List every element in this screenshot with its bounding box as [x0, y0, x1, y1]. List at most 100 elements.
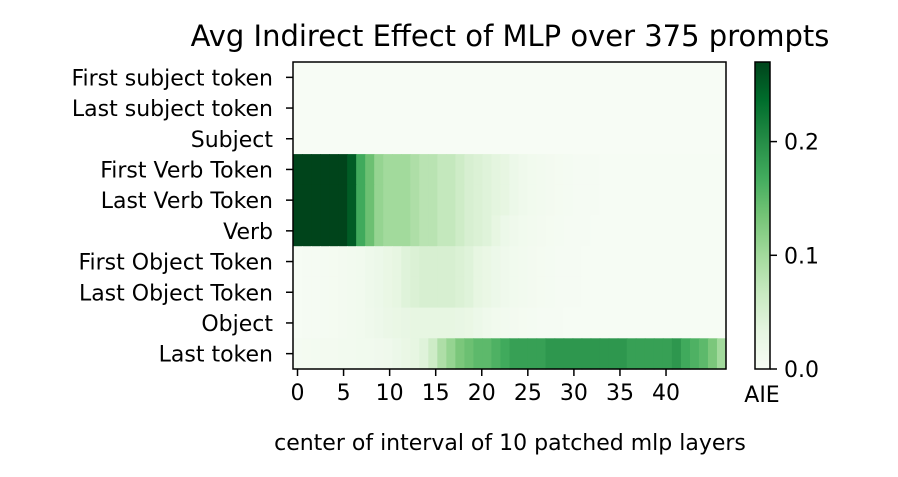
heatmap-cell: [302, 62, 312, 94]
heatmap-cell: [545, 92, 556, 124]
heatmap-cell: [698, 154, 709, 186]
heatmap-cell: [473, 307, 484, 339]
heatmap-cell: [518, 123, 529, 155]
heatmap-cell: [311, 307, 321, 339]
heatmap-cell: [311, 215, 321, 247]
heatmap-cell: [608, 215, 619, 247]
heatmap-cell: [311, 184, 321, 217]
heatmap-cell: [617, 307, 628, 339]
heatmap-cell: [374, 92, 384, 124]
heatmap-cell: [320, 338, 330, 370]
heatmap-cell: [680, 62, 691, 94]
heatmap-cell: [680, 276, 691, 309]
heatmap-cell: [563, 184, 574, 217]
heatmap-cell: [473, 246, 484, 278]
heatmap-cell: [518, 92, 529, 124]
heatmap-cell: [599, 338, 610, 370]
heatmap-cell: [509, 246, 520, 278]
heatmap-cell: [392, 92, 402, 124]
heatmap-cell: [356, 276, 366, 309]
heatmap-cell: [482, 276, 493, 309]
heatmap-cell: [581, 276, 592, 309]
heatmap-cell: [599, 307, 610, 339]
heatmap-cell: [707, 62, 718, 94]
heatmap-cell: [653, 62, 664, 94]
heatmap-cell: [482, 246, 493, 278]
heatmap-cell: [590, 215, 601, 247]
heatmap-cell: [617, 154, 628, 186]
heatmap-cell: [320, 215, 330, 247]
heatmap-cell: [536, 154, 547, 186]
heatmap-cell: [365, 338, 375, 370]
heatmap-cell: [590, 246, 601, 278]
heatmap-cell: [446, 215, 456, 247]
heatmap-cell: [608, 184, 619, 217]
heatmap-cell: [329, 123, 339, 155]
heatmap-cell: [554, 154, 565, 186]
heatmap-cell: [644, 246, 655, 278]
heatmap-cell: [581, 154, 592, 186]
heatmap-cell: [572, 307, 583, 339]
heatmap-cell: [293, 307, 303, 339]
heatmap-cell: [365, 92, 375, 124]
heatmap-cell: [518, 276, 529, 309]
heatmap-cell: [689, 246, 700, 278]
heatmap-cell: [428, 154, 438, 186]
heatmap-cell: [464, 246, 475, 278]
heatmap-cell: [626, 184, 637, 217]
heatmap-cell: [437, 307, 447, 339]
heatmap-cell: [293, 184, 303, 217]
heatmap-cell: [446, 92, 456, 124]
heatmap-cell: [698, 92, 709, 124]
heatmap-cell: [320, 123, 330, 155]
heatmap-cell: [581, 92, 592, 124]
heatmap-cell: [581, 246, 592, 278]
heatmap-cell: [293, 62, 303, 94]
heatmap-cell: [716, 307, 727, 339]
heatmap-cell: [437, 276, 447, 309]
heatmap-cell: [347, 62, 357, 94]
heatmap-cell: [554, 307, 565, 339]
heatmap-cell: [527, 154, 538, 186]
heatmap-cell: [437, 123, 447, 155]
heatmap-cell: [419, 246, 429, 278]
heatmap-cell: [383, 246, 393, 278]
heatmap-cell: [338, 154, 348, 186]
heatmap-cell: [428, 338, 438, 370]
heatmap-cell: [491, 307, 502, 339]
heatmap-cell: [365, 62, 375, 94]
heatmap-cell: [635, 123, 646, 155]
heatmap-cell: [437, 184, 447, 217]
heatmap-cell: [698, 123, 709, 155]
heatmap-cell: [671, 92, 682, 124]
heatmap-cell: [329, 276, 339, 309]
heatmap-cell: [644, 154, 655, 186]
heatmap-cell: [698, 184, 709, 217]
heatmap-cell: [293, 338, 303, 370]
y-tick-label: Object: [201, 312, 273, 337]
heatmap-cell: [329, 338, 339, 370]
heatmap-cell: [347, 276, 357, 309]
heatmap-cell: [455, 184, 465, 217]
heatmap-cell: [419, 338, 429, 370]
heatmap-cell: [428, 307, 438, 339]
heatmap-cell: [599, 123, 610, 155]
heatmap-cell: [536, 123, 547, 155]
heatmap-cell: [536, 92, 547, 124]
heatmap-cell: [500, 276, 511, 309]
heatmap-cell: [689, 123, 700, 155]
heatmap-cell: [599, 215, 610, 247]
heatmap-cell: [356, 184, 366, 217]
heatmap-cell: [707, 307, 718, 339]
heatmap-cell: [554, 184, 565, 217]
heatmap-cell: [410, 307, 420, 339]
heatmap-cell: [626, 307, 637, 339]
heatmap-cell: [689, 62, 700, 94]
heatmap-cell: [545, 338, 556, 370]
y-tick-label: First subject token: [71, 66, 273, 91]
heatmap-cell: [653, 154, 664, 186]
heatmap-cell: [392, 338, 402, 370]
heatmap-cell: [554, 338, 565, 370]
heatmap-cell: [365, 246, 375, 278]
